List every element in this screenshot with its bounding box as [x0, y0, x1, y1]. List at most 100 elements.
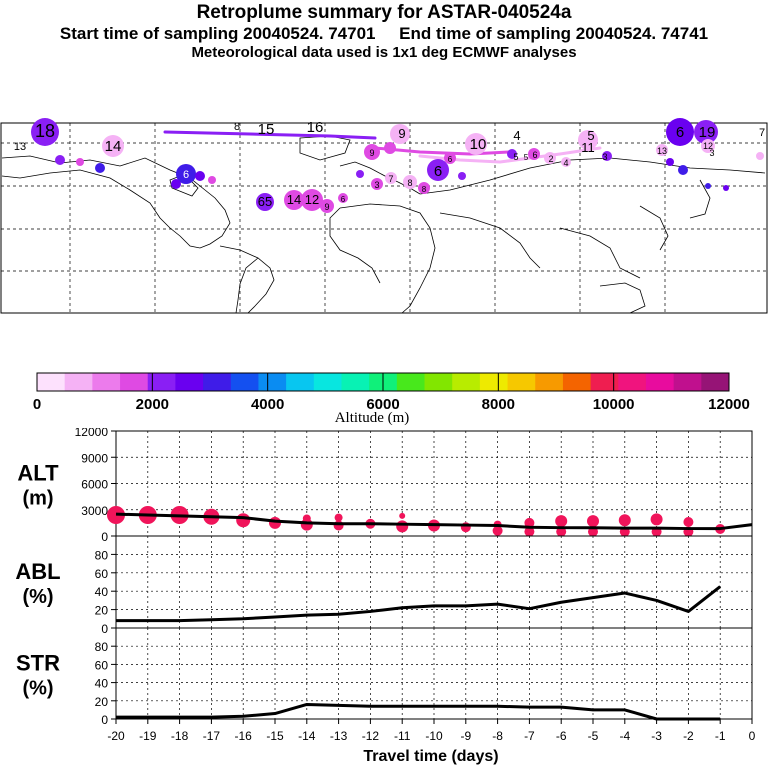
y-axis-unit: (%): [22, 586, 53, 608]
colorbar-tick-label: 0: [33, 396, 41, 413]
x-tick-label: -17: [203, 729, 221, 743]
y-tick-label: 0: [101, 530, 108, 544]
colorbar-cell: [120, 373, 149, 391]
map-label: 6: [676, 124, 684, 141]
map-label: 65: [258, 194, 272, 209]
met-data-note: Meteorological data used is 1x1 deg ECMW…: [191, 44, 577, 61]
map-label: 11: [581, 140, 595, 155]
colorbar-cell: [701, 373, 730, 391]
colorbar-cell: [286, 373, 315, 391]
x-tick-label: -13: [330, 729, 348, 743]
x-tick-label: -18: [171, 729, 189, 743]
colorbar-cell: [203, 373, 232, 391]
altitude-dot: [650, 513, 663, 526]
map-label: 8: [407, 178, 412, 188]
colorbar-cell: [37, 373, 66, 391]
y-tick-label: 40: [95, 585, 109, 599]
altitude-dot: [333, 520, 344, 531]
start-time: Start time of sampling 20040524. 74701: [59, 24, 376, 43]
colorbar-cell: [175, 373, 204, 391]
colorbar-cell: [618, 373, 647, 391]
y-axis-unit: (m): [22, 488, 53, 510]
x-tick-label: -19: [139, 729, 157, 743]
map-label: 6: [448, 155, 453, 164]
panel-abl: 0 20 40 60 80 ABL(%): [15, 535, 753, 636]
x-tick-label: -7: [524, 729, 535, 743]
x-tick-label: -5: [588, 729, 599, 743]
y-axis-label: ABL: [15, 559, 60, 584]
map-label: 6: [532, 150, 537, 160]
colorbar-cell: [507, 373, 536, 391]
map-label: 5: [513, 152, 518, 162]
y-tick-label: 0: [101, 713, 108, 727]
map-label: 8: [234, 121, 240, 133]
altitude-dot: [524, 526, 535, 537]
map-label: 9: [369, 148, 374, 158]
colorbar-cell: [230, 373, 259, 391]
retroplume-map: 18 13 14 8 15 16 9 10 4 5 11 6 19 7 13 1…: [0, 118, 768, 314]
altitude-dot: [683, 517, 694, 527]
colorbar-tick-label: 10000: [593, 396, 635, 413]
y-tick-label: 0: [101, 622, 108, 636]
map-frame: [0, 122, 768, 314]
altitude-dot: [302, 514, 311, 523]
colorbar-cells: [37, 373, 730, 391]
y-tick-label: 80: [95, 548, 109, 562]
altitude-dot: [396, 520, 409, 533]
map-label: 8: [422, 185, 427, 194]
y-axis-label: ALT: [17, 461, 59, 486]
x-tick-label: -16: [235, 729, 253, 743]
x-tick-label: -4: [619, 729, 630, 743]
y-tick-label: 20: [95, 604, 109, 618]
altitude-dot: [555, 515, 568, 528]
altitude-dot: [524, 517, 535, 528]
altitude-dot: [492, 525, 503, 536]
altitude-dot: [334, 513, 343, 522]
map-label: 19: [699, 124, 716, 141]
map-label: 4: [513, 128, 520, 143]
y-tick-label: 20: [95, 695, 109, 709]
map-label: 3: [374, 180, 379, 190]
colorbar-cell: [258, 373, 287, 391]
colorbar-labels: 0 2000 4000 6000 8000 10000 12000: [33, 396, 750, 413]
map-label: 12: [298, 203, 300, 205]
x-tick-label: -15: [266, 729, 284, 743]
map-label: 12: [305, 192, 319, 207]
series-line: [115, 512, 753, 531]
plume-labels: 18 13 14 8 15 16 9 10 4 5 11 6 19 7 13 1…: [14, 119, 765, 212]
time-series-panels: 030006000900012000ALT(m)020406080ABL(%)0…: [15, 428, 756, 765]
map-label: 4: [563, 158, 568, 168]
plume-circles: [31, 118, 764, 213]
y-tick-label: 60: [95, 567, 109, 581]
x-tick-label: -3: [651, 729, 662, 743]
altitude-dot: [399, 512, 406, 519]
map-label: 18: [35, 121, 55, 141]
map-label: 10: [470, 136, 487, 153]
map-label: 12: [703, 141, 713, 151]
chart-title: Retroplume summary for ASTAR-040524a: [196, 2, 572, 23]
x-tick-label: -9: [460, 729, 471, 743]
x-axis-label: Travel time (days): [363, 748, 498, 765]
x-tick-label: 0: [749, 729, 756, 743]
altitude-dot: [618, 514, 631, 527]
altitude-dot: [236, 513, 251, 528]
map-label: 6: [434, 163, 442, 180]
title-block: Retroplume summary for ASTAR-040524a Sta…: [0, 2, 768, 62]
panel-alt: 0 3000 6000 9000 12000 ALT(m): [17, 428, 753, 544]
colorbar-title: Altitude (m): [335, 410, 410, 426]
x-tick-label: -6: [556, 729, 567, 743]
y-tick-label: 3000: [81, 504, 108, 518]
colorbar-cell: [396, 373, 426, 391]
y-tick-label: 6000: [81, 478, 108, 492]
series-line: [116, 702, 721, 721]
map-label: 13: [657, 146, 667, 156]
x-tick-label: -10: [425, 729, 443, 743]
map-gridlines: [1, 123, 767, 313]
x-tick-label: -2: [683, 729, 694, 743]
y-axis-label: STR: [16, 651, 60, 676]
x-tick-label: -11: [394, 729, 411, 743]
map-label: 9: [398, 126, 405, 141]
map-label: 7: [388, 174, 393, 184]
colorbar-tick-label: 4000: [251, 396, 284, 413]
